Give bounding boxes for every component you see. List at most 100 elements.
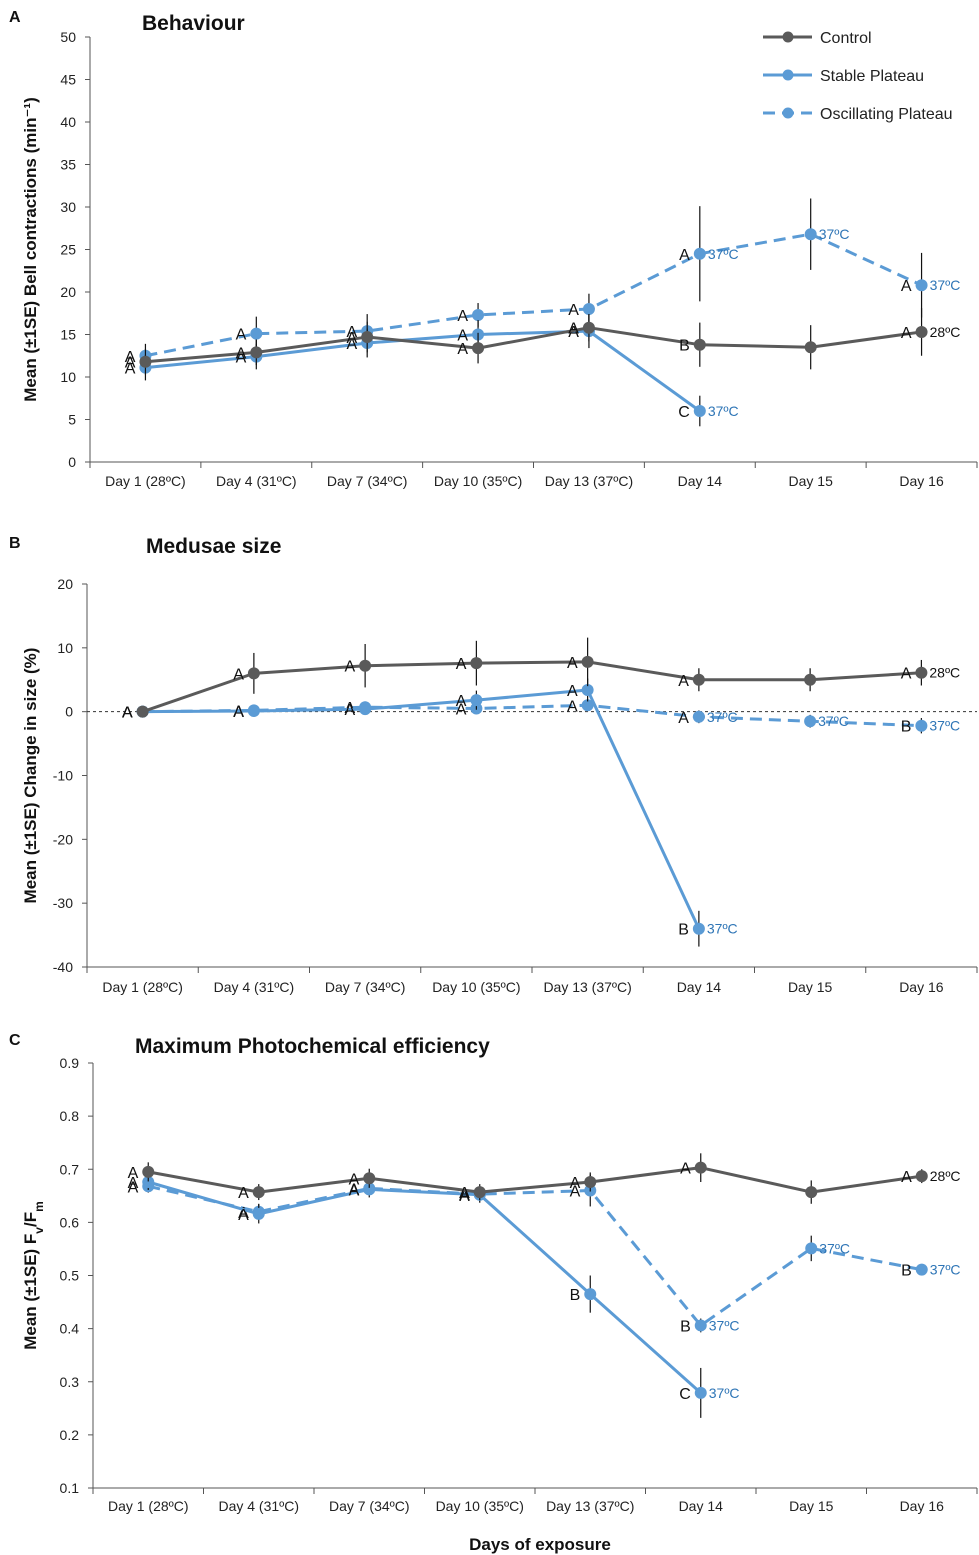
significance-letter: A <box>347 324 358 341</box>
temperature-label: 37ºC <box>930 1262 961 1278</box>
x-tick-label: Day 14 <box>679 1498 724 1514</box>
data-point <box>694 1161 707 1174</box>
panel-title: Maximum Photochemical efficiency <box>135 1035 490 1058</box>
data-point <box>694 1386 707 1399</box>
significance-letter: A <box>568 321 579 338</box>
x-tick-label: Day 15 <box>789 1498 834 1514</box>
legend-swatch-marker <box>782 69 794 81</box>
data-point <box>363 1172 376 1185</box>
data-point <box>250 346 263 359</box>
series-line-control <box>147 1166 922 1194</box>
significance-letter: B <box>680 1318 691 1335</box>
x-tick-label: Day 14 <box>678 473 723 489</box>
x-tick-label: Day 4 (31ºC) <box>218 1498 299 1514</box>
significance-letter: A <box>347 336 358 353</box>
x-tick-label: Day 13 (37ºC) <box>543 979 631 995</box>
significance-letter: A <box>344 659 355 676</box>
data-point <box>694 1319 707 1332</box>
data-point <box>470 657 483 670</box>
significance-letter: A <box>238 1207 249 1224</box>
series-line-control <box>142 660 922 714</box>
data-point <box>915 1263 928 1276</box>
significance-letter: A <box>125 361 136 378</box>
significance-letter: A <box>457 308 468 325</box>
data-point <box>250 327 263 340</box>
data-point <box>693 338 706 351</box>
data-point <box>252 1207 265 1220</box>
series-line-stable-plateau <box>145 329 701 413</box>
significance-letter: A <box>236 345 247 362</box>
y-tick-label: 35 <box>60 157 76 173</box>
data-point <box>361 331 374 344</box>
significance-letter: A <box>567 698 578 715</box>
temperature-label: 37ºC <box>707 709 738 725</box>
x-tick-label: Day 15 <box>788 979 833 995</box>
data-point <box>359 703 372 716</box>
y-tick-label: 0.9 <box>60 1055 80 1071</box>
temperature-label: 37ºC <box>708 403 739 419</box>
x-axis-label: Days of exposure <box>469 1535 611 1554</box>
data-point <box>915 1170 928 1183</box>
legend: Control Stable Plateau Oscillating Plateau <box>763 30 953 123</box>
data-point <box>252 1186 265 1199</box>
x-tick-label: Day 15 <box>789 473 834 489</box>
series-line-stable-plateau <box>147 1180 702 1395</box>
data-point <box>584 1176 597 1188</box>
data-point <box>584 1288 597 1301</box>
temperature-label: 28ºC <box>929 665 960 681</box>
significance-letter: A <box>457 328 468 345</box>
x-tick-label: Day 16 <box>900 1498 945 1514</box>
x-tick-label: Day 4 (31ºC) <box>216 473 297 489</box>
y-tick-label: 0.4 <box>60 1321 80 1337</box>
y-tick-label: 20 <box>60 284 76 300</box>
legend-label: Stable Plateau <box>820 68 924 85</box>
significance-letter: A <box>901 278 912 295</box>
panel-b: B Medusae size -40 -30 -20 -10 0 10 20 Day 1 (28º… <box>9 535 978 995</box>
significance-letter: A <box>459 1187 470 1204</box>
significance-letter: A <box>679 247 690 264</box>
significance-letter: A <box>347 330 358 347</box>
panel-c: C Maximum Photochemical efficiency 0.1 0.2 0… <box>9 1032 978 1514</box>
temperature-label: 37ºC <box>708 246 739 262</box>
data-point <box>581 655 594 668</box>
x-tick-label: Day 13 (37ºC) <box>545 473 633 489</box>
panel-title: Behaviour <box>142 12 245 35</box>
y-tick-label: 25 <box>60 242 76 258</box>
data-point <box>142 1165 155 1178</box>
x-tick-label: Day 10 (35ºC) <box>432 979 520 995</box>
data-point <box>359 659 372 672</box>
panel-a: A Behaviour 0 5 10 15 20 25 30 35 40 45 50 Day 1 (28º… <box>9 9 978 489</box>
y-tick-label: 10 <box>60 369 76 385</box>
data-point <box>693 247 706 260</box>
temperature-label: 37ºC <box>707 921 738 937</box>
significance-letter: A <box>122 705 133 722</box>
data-point <box>142 1176 155 1188</box>
significance-letter: A <box>901 1169 912 1186</box>
significance-letter: A <box>568 324 579 341</box>
y-tick-label: 40 <box>60 114 76 130</box>
data-point <box>247 705 260 718</box>
data-point <box>692 922 705 935</box>
data-point <box>472 342 485 355</box>
data-point <box>136 705 149 718</box>
significance-letter: A <box>570 1175 581 1192</box>
panel-letter: C <box>9 1032 21 1049</box>
temperature-label: 37ºC <box>819 226 850 242</box>
data-point <box>473 1186 486 1199</box>
x-tick-label: Day 1 (28ºC) <box>105 473 186 489</box>
significance-letter: A <box>568 302 579 319</box>
significance-letter: A <box>236 327 247 344</box>
x-tick-label: Day 7 (34ºC) <box>329 1498 410 1514</box>
series-stable-plateau: AAA ABC 37ºC <box>128 1174 740 1418</box>
y-tick-label: 0.7 <box>60 1161 80 1177</box>
significance-letter: A <box>456 693 467 710</box>
x-tick-label: Day 7 (34ºC) <box>327 473 408 489</box>
data-point <box>915 666 928 679</box>
y-tick-label: 50 <box>60 29 76 45</box>
y-axis-label: Mean (±1SE) Bell contractions (min⁻¹) <box>21 97 40 402</box>
series-oscillating-plateau: A A A A A A B 37ºC 37ºC 37ºC <box>122 698 960 735</box>
